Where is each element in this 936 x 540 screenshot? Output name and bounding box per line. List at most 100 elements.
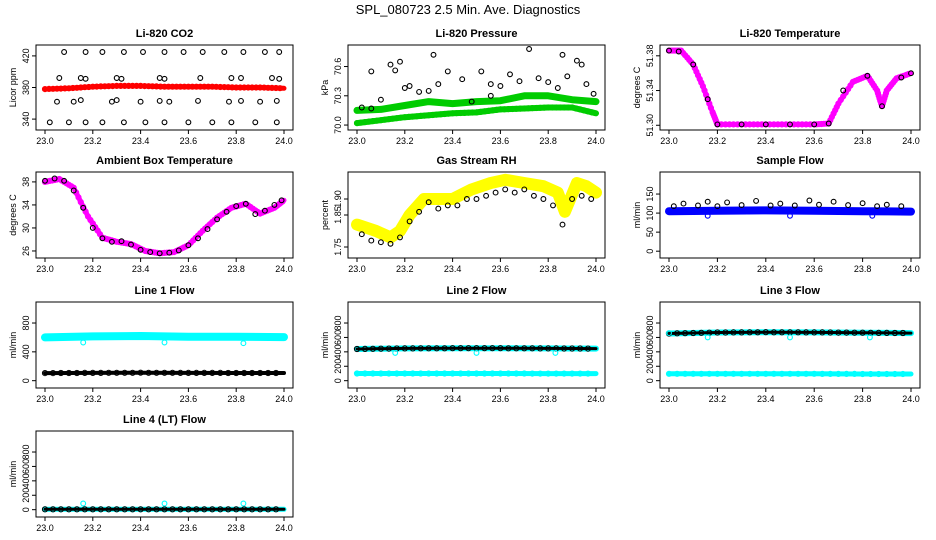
- line-2-flow-point: [417, 345, 424, 352]
- li-820-pressure-point: [392, 67, 399, 74]
- sample-flow-y-tick-label: 0: [645, 249, 655, 254]
- line-3-flow-point: [690, 329, 697, 337]
- line-2-flow-point: [521, 370, 528, 377]
- li-820-temperature-point: [762, 121, 769, 128]
- li-820-co2-point: [240, 49, 247, 55]
- gas-stream-rh-point: [465, 187, 472, 195]
- li-820-pressure-point: [368, 105, 375, 112]
- li-820-pressure-title: Li-820 Pressure: [436, 28, 518, 40]
- li-820-co2-band-co2-average: [42, 83, 287, 92]
- sample-flow-point: [695, 202, 701, 209]
- li-820-co2-point: [193, 83, 200, 90]
- sample-flow-point: [883, 201, 890, 208]
- line-1-flow-point: [41, 334, 49, 341]
- gas-stream-rh-point: [511, 178, 518, 185]
- gas-stream-rh-y-tick-label: 1.85: [333, 206, 343, 224]
- sample-flow-point: [883, 208, 890, 215]
- line-1-flow-x-tick-label: 24.0: [275, 394, 293, 404]
- li-820-pressure-point: [405, 101, 412, 109]
- sample-flow-point: [762, 207, 769, 214]
- li-820-pressure-point: [361, 119, 369, 126]
- li-820-temperature-point: [905, 70, 912, 78]
- line-2-flow-point: [473, 349, 480, 356]
- gas-stream-rh-y-axis: 1.75 1.851.90: [333, 190, 348, 256]
- li-820-pressure-point: [521, 105, 528, 112]
- li-820-co2-point: [199, 49, 206, 55]
- li-820-temperature-point: [722, 121, 729, 128]
- line-1-flow-point: [105, 369, 112, 376]
- li-820-pressure-point: [425, 87, 432, 94]
- line-1-flow-point: [169, 369, 176, 376]
- li-820-co2-point: [233, 84, 240, 91]
- line-1-flow-point: [233, 333, 240, 340]
- li-820-pressure-point: [405, 113, 412, 121]
- line-3-flow-point: [770, 370, 778, 377]
- li-820-temperature-point: [675, 48, 682, 55]
- line-2-flow-point: [537, 345, 544, 352]
- li-820-pressure-point: [401, 85, 408, 91]
- gas-stream-rh-point: [449, 195, 456, 203]
- li-820-co2-point: [113, 75, 120, 81]
- line-4-lt-flow-x-tick-label: 23.6: [180, 523, 198, 533]
- line-4-lt-flow-point: [161, 500, 168, 507]
- ambient-box-temperature-point: [156, 250, 163, 257]
- li-820-co2-title: Li-820 CO2: [136, 28, 193, 40]
- ambient-box-temperature-point: [223, 208, 230, 215]
- gas-stream-rh-point: [447, 195, 454, 203]
- ambient-box-temperature-point: [89, 224, 96, 231]
- li-820-pressure-point: [417, 99, 424, 107]
- sample-flow-point: [746, 207, 753, 214]
- li-820-temperature-point: [833, 103, 840, 111]
- line-2-flow-point: [561, 345, 568, 352]
- sample-flow-point: [730, 207, 737, 214]
- li-820-pressure-point: [573, 105, 580, 112]
- line-3-flow-point: [666, 330, 672, 337]
- li-820-temperature-point: [666, 47, 672, 54]
- li-820-pressure-point: [469, 109, 476, 116]
- li-820-co2-point: [46, 119, 53, 126]
- sample-flow-point: [811, 207, 818, 214]
- sample-flow-point: [682, 208, 689, 215]
- line-1-flow-point: [265, 333, 272, 341]
- li-820-pressure-point: [569, 104, 576, 111]
- li-820-pressure-point: [577, 97, 584, 104]
- sample-flow-x-tick-label: 23.8: [854, 264, 872, 274]
- line-1-flow-point: [161, 369, 168, 376]
- gas-stream-rh-point: [578, 192, 585, 199]
- sample-flow-point: [803, 207, 810, 214]
- line-4-lt-flow-point: [240, 500, 247, 507]
- li-820-co2-point: [165, 83, 172, 90]
- li-820-pressure-point: [557, 94, 564, 101]
- li-820-co2-point: [197, 75, 204, 81]
- li-820-pressure-series-pressure-upper: [353, 92, 600, 114]
- line-4-lt-flow-x-tick-label: 23.4: [132, 523, 150, 533]
- li-820-pressure-point: [481, 98, 488, 105]
- line-2-flow-x-tick-label: 23.2: [396, 394, 414, 404]
- line-2-flow-point: [369, 345, 376, 352]
- ambient-box-temperature-x-tick-label: 23.0: [36, 264, 54, 274]
- line-3-flow-point: [738, 329, 745, 336]
- li-820-co2-point: [45, 85, 53, 93]
- line-2-flow-series-line-2-dips: [392, 349, 559, 356]
- li-820-co2-point: [221, 49, 228, 55]
- line-1-flow-point: [121, 369, 128, 376]
- li-820-pressure-point: [353, 107, 361, 114]
- ambient-box-temperature-x-tick-label: 23.6: [180, 264, 198, 274]
- line-1-flow-point: [201, 333, 208, 340]
- line-3-flow-x-tick-label: 23.0: [660, 394, 678, 404]
- li-820-temperature-y-tick-label: 51.34: [645, 79, 655, 102]
- line-3-flow-point: [795, 329, 802, 336]
- line-2-flow-point: [529, 345, 536, 352]
- line-4-lt-flow-y-tick-label: 0: [21, 507, 31, 512]
- li-820-pressure-x-tick-label: 24.0: [587, 136, 605, 146]
- line-1-flow-point: [97, 369, 104, 376]
- line-2-flow-point: [537, 370, 544, 377]
- line-1-flow-point: [161, 333, 168, 340]
- li-820-temperature-point: [828, 113, 836, 121]
- gas-stream-rh-x-tick-label: 23.4: [444, 264, 462, 274]
- li-820-pressure-point: [517, 105, 524, 112]
- ambient-box-temperature-point: [42, 177, 48, 184]
- ambient-box-temperature-point: [108, 238, 115, 245]
- line-1-flow-point: [169, 333, 176, 340]
- li-820-co2-point: [276, 49, 283, 55]
